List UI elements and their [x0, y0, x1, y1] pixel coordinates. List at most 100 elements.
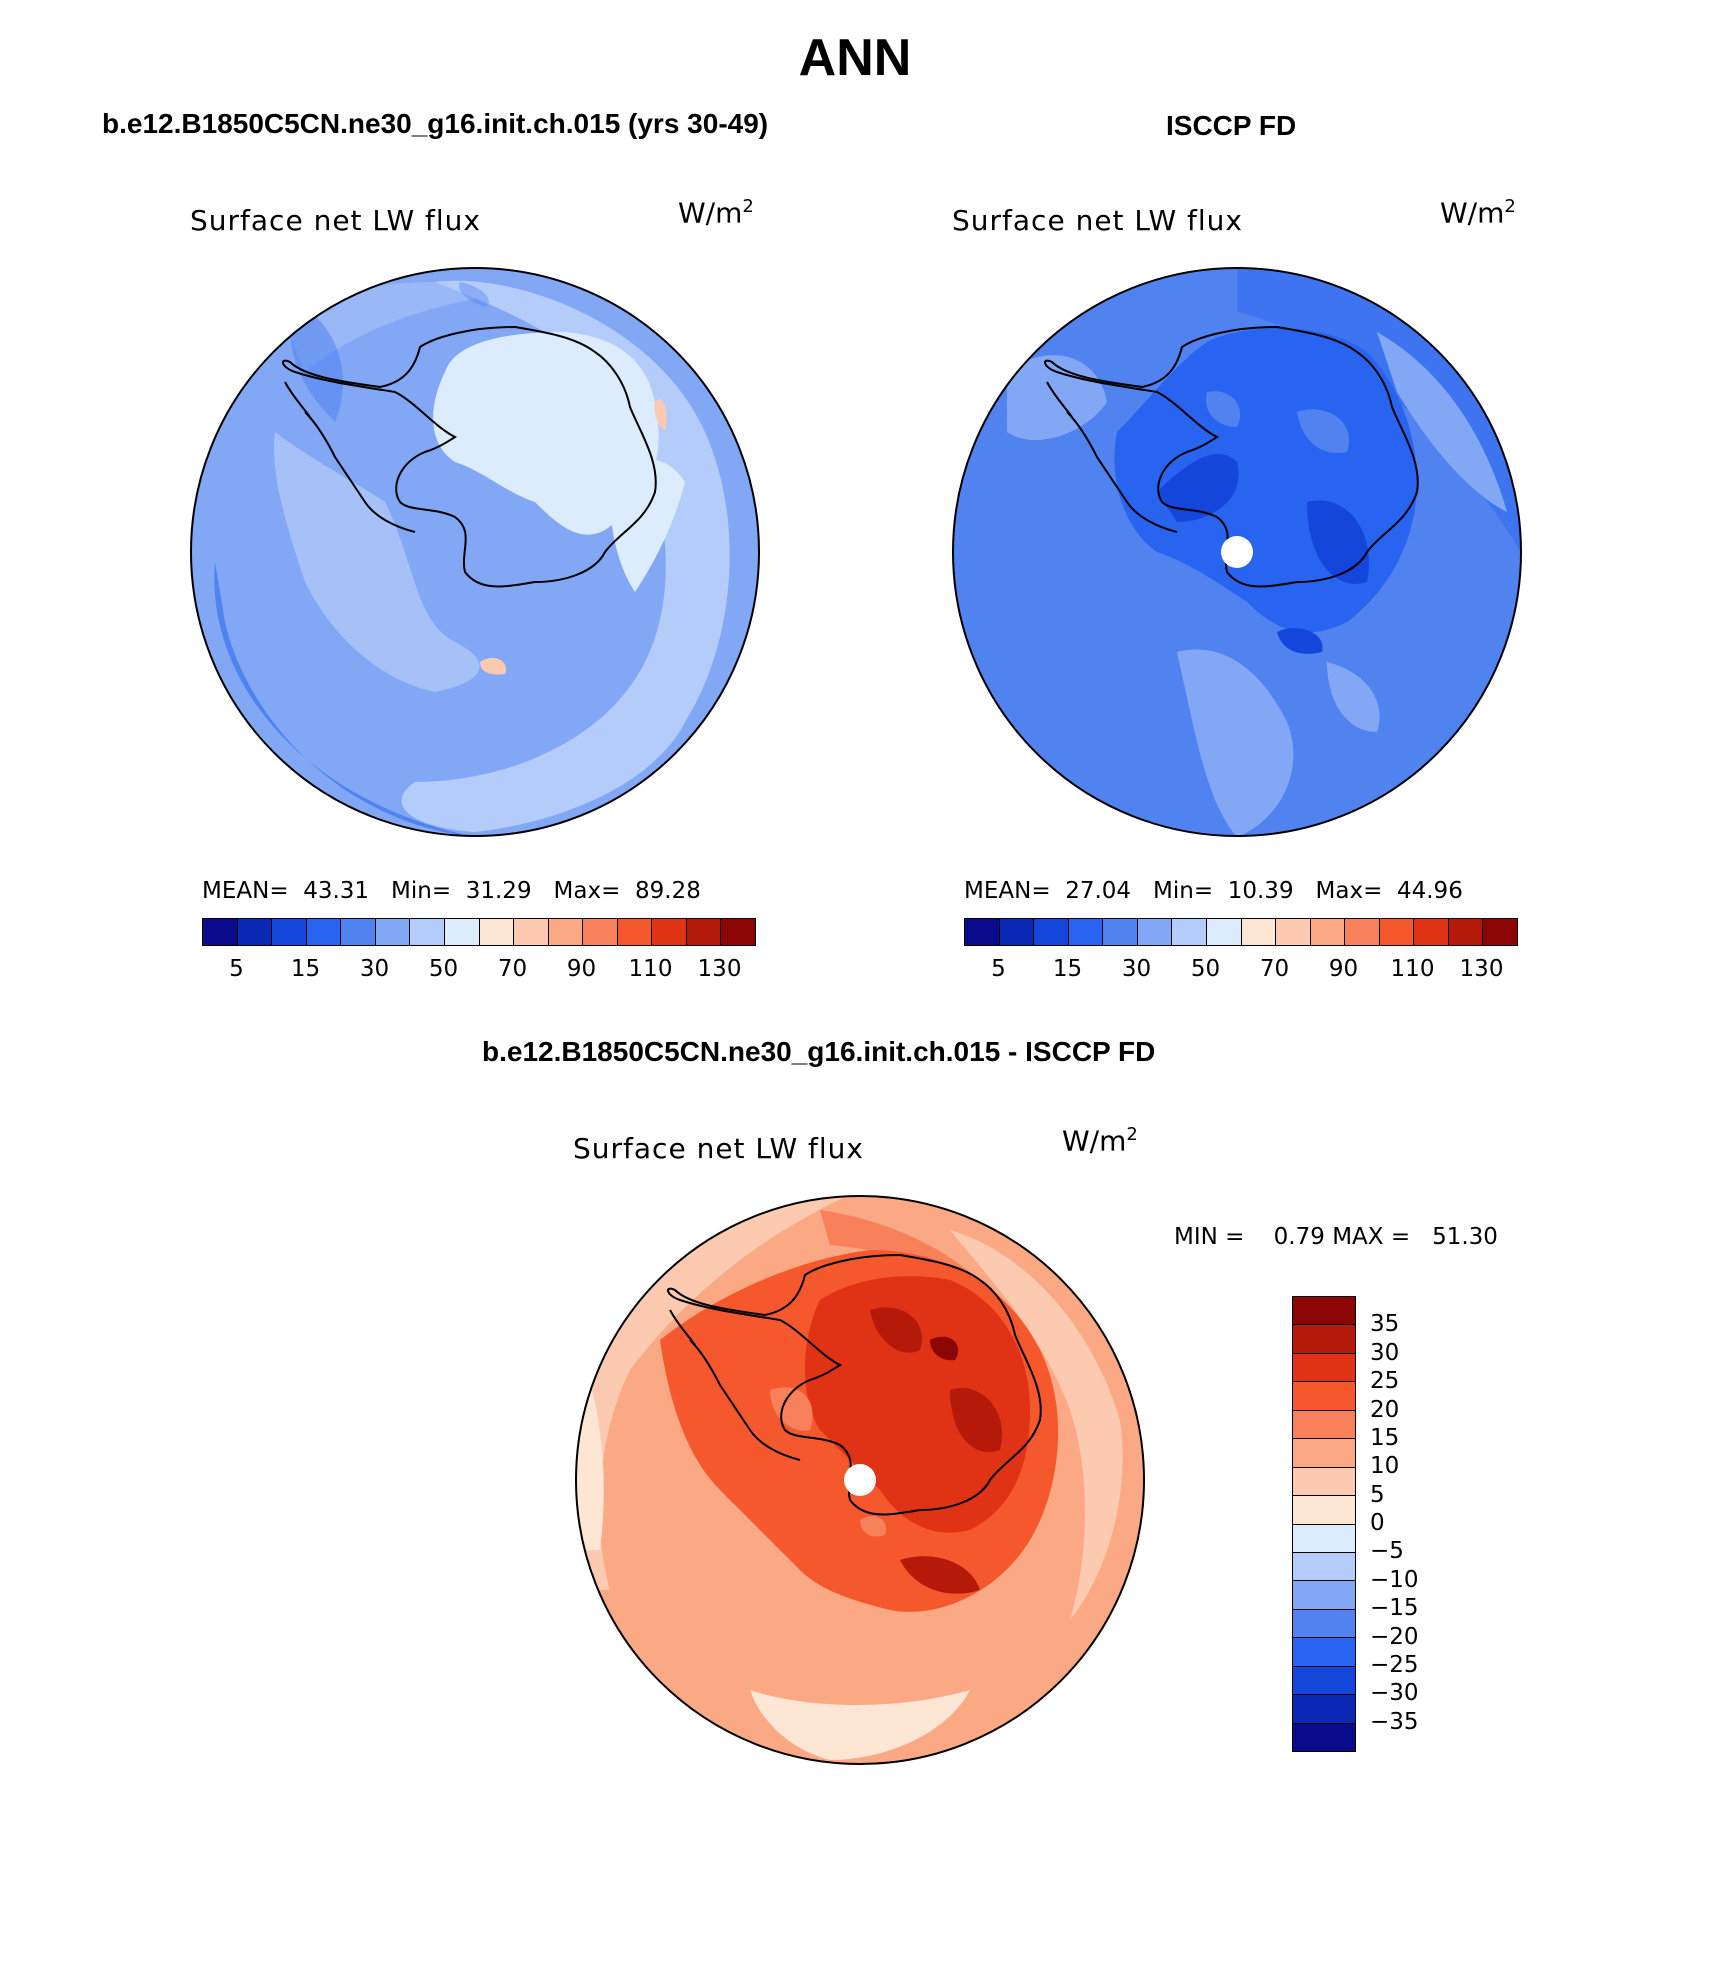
colorbar-swatch: [1206, 919, 1242, 945]
colorbar-swatch: [306, 919, 342, 945]
obs-variable-label: Surface net LW flux: [952, 204, 1243, 237]
colorbar-swatch: [341, 919, 376, 945]
diff-polar-map: [575, 1195, 1145, 1765]
colorbar-tick-label: 30: [359, 956, 390, 982]
obs-stats: MEAN= 27.04 Min= 10.39 Max= 44.96: [964, 878, 1463, 904]
colorbar-swatch: [237, 919, 273, 945]
colorbar-swatch: [721, 919, 755, 945]
colorbar-tick-label: −10: [1370, 1566, 1419, 1593]
diff-units-label: W/m2: [1062, 1124, 1138, 1158]
colorbar-swatch: [1293, 1552, 1355, 1582]
colorbar-swatch: [999, 919, 1035, 945]
colorbar-swatch: [1276, 919, 1311, 945]
colorbar-swatch: [375, 919, 411, 945]
diff-colorbar-labels: 35 30 25 20 15 10 5 0 −5 −10 −15 −20 −25 −30 −35: [1370, 1296, 1450, 1750]
colorbar-swatch: [1379, 919, 1415, 945]
colorbar-swatch: [1414, 919, 1449, 945]
colorbar-swatch: [1034, 919, 1069, 945]
colorbar-swatch: [1293, 1325, 1355, 1354]
model-variable-label: Surface net LW flux: [190, 204, 481, 237]
colorbar-tick-label: 35: [1370, 1311, 1400, 1338]
colorbar-tick-label: 130: [697, 956, 742, 982]
colorbar-swatch: [965, 919, 1000, 945]
obs-colorbar: [964, 918, 1518, 946]
model-stats: MEAN= 43.31 Min= 31.29 Max= 89.28: [202, 878, 701, 904]
colorbar-tick-label: 90: [566, 956, 597, 982]
colorbar-swatch: [548, 919, 584, 945]
colorbar-tick-label: 15: [1052, 956, 1083, 982]
colorbar-tick-label: 110: [628, 956, 673, 982]
colorbar-swatch: [479, 919, 515, 945]
colorbar-tick-label: 90: [1328, 956, 1359, 982]
diff-panel-title: b.e12.B1850C5CN.ne30_g16.init.ch.015 - I…: [482, 1036, 1156, 1067]
colorbar-swatch: [1293, 1439, 1355, 1468]
colorbar-swatch: [1293, 1353, 1355, 1383]
colorbar-swatch: [1293, 1695, 1355, 1724]
colorbar-swatch: [1068, 919, 1104, 945]
colorbar-swatch: [1137, 919, 1173, 945]
model-colorbar-labels: 5 15 30 50 70 90 110 130: [202, 956, 754, 986]
colorbar-swatch: [1241, 919, 1277, 945]
colorbar-swatch: [1293, 1638, 1355, 1667]
diff-stats: MIN = 0.79 MAX = 51.30: [1174, 1224, 1498, 1250]
colorbar-swatch: [1293, 1496, 1355, 1525]
figure-title: ANN: [798, 29, 912, 87]
colorbar-tick-label: 15: [290, 956, 321, 982]
colorbar-swatch: [652, 919, 687, 945]
colorbar-tick-label: −20: [1370, 1623, 1419, 1650]
colorbar-swatch: [583, 919, 618, 945]
colorbar-swatch: [1293, 1666, 1355, 1696]
colorbar-swatch: [1448, 919, 1484, 945]
colorbar-swatch: [1172, 919, 1207, 945]
colorbar-tick-label: 70: [1259, 956, 1290, 982]
colorbar-tick-label: 5: [229, 956, 244, 982]
colorbar-tick-label: 30: [1121, 956, 1152, 982]
colorbar-tick-label: 130: [1459, 956, 1504, 982]
colorbar-tick-label: 0: [1370, 1510, 1385, 1536]
colorbar-tick-label: −5: [1370, 1538, 1404, 1565]
colorbar-tick-label: 20: [1370, 1396, 1400, 1423]
model-panel-title: b.e12.B1850C5CN.ne30_g16.init.ch.015 (yr…: [102, 108, 769, 139]
colorbar-tick-label: 15: [1370, 1424, 1400, 1451]
colorbar-swatch: [1483, 919, 1517, 945]
colorbar-swatch: [1310, 919, 1346, 945]
colorbar-swatch: [1345, 919, 1380, 945]
obs-panel-title: ISCCP FD: [1166, 110, 1297, 141]
colorbar-tick-label: 50: [428, 956, 459, 982]
colorbar-tick-label: 5: [991, 956, 1006, 982]
colorbar-tick-label: 30: [1370, 1339, 1400, 1366]
colorbar-swatch: [1293, 1609, 1355, 1639]
colorbar-swatch: [1293, 1524, 1355, 1553]
colorbar-swatch: [1103, 919, 1138, 945]
model-colorbar: [202, 918, 756, 946]
colorbar-tick-label: −35: [1370, 1708, 1419, 1735]
colorbar-tick-label: −25: [1370, 1651, 1419, 1678]
colorbar-swatch: [514, 919, 549, 945]
diff-variable-label: Surface net LW flux: [573, 1132, 864, 1165]
colorbar-tick-label: 10: [1370, 1453, 1400, 1480]
colorbar-tick-label: 70: [497, 956, 528, 982]
colorbar-tick-label: −30: [1370, 1680, 1419, 1707]
colorbar-tick-label: 25: [1370, 1368, 1400, 1395]
colorbar-swatch: [444, 919, 480, 945]
colorbar-tick-label: 110: [1390, 956, 1435, 982]
colorbar-swatch: [1293, 1467, 1355, 1497]
colorbar-swatch: [1293, 1581, 1355, 1610]
colorbar-swatch: [617, 919, 653, 945]
colorbar-tick-label: 5: [1370, 1481, 1385, 1508]
colorbar-swatch: [1293, 1410, 1355, 1440]
colorbar-swatch: [686, 919, 722, 945]
model-polar-map: [190, 267, 760, 837]
obs-colorbar-labels: 5 15 30 50 70 90 110 130: [964, 956, 1516, 986]
colorbar-swatch: [410, 919, 445, 945]
colorbar-swatch: [1293, 1382, 1355, 1411]
obs-polar-map: [952, 267, 1522, 837]
diff-colorbar: [1292, 1296, 1356, 1752]
colorbar-swatch: [203, 919, 238, 945]
colorbar-tick-label: −15: [1370, 1595, 1419, 1622]
colorbar-swatch: [272, 919, 307, 945]
colorbar-swatch: [1293, 1297, 1355, 1326]
model-units-label: W/m2: [678, 196, 754, 230]
colorbar-tick-label: 50: [1190, 956, 1221, 982]
colorbar-swatch: [1293, 1723, 1355, 1751]
